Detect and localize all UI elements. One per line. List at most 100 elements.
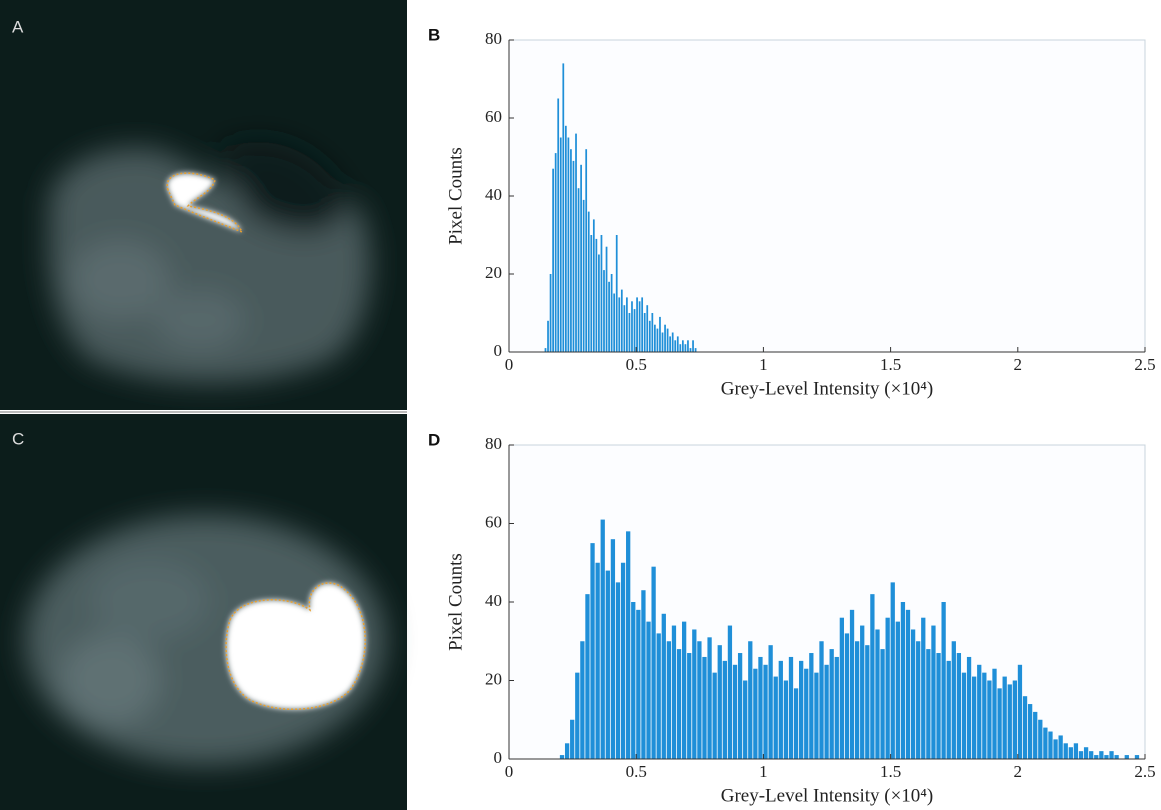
bar <box>666 641 672 759</box>
bar <box>610 539 616 759</box>
bar <box>931 625 936 759</box>
bar <box>763 664 768 759</box>
bar <box>997 688 1002 759</box>
bar <box>641 590 646 759</box>
bar <box>554 153 557 352</box>
bar <box>654 324 656 352</box>
bar <box>687 340 689 352</box>
bar <box>564 125 567 352</box>
bar <box>615 582 621 759</box>
bar <box>694 348 697 352</box>
y-axis-label: Pixel Counts <box>445 147 466 245</box>
bar <box>643 313 646 352</box>
bar <box>1022 696 1028 759</box>
bar <box>664 324 666 352</box>
bar <box>631 602 636 759</box>
bar <box>636 297 638 352</box>
x-tick-label: 1 <box>759 355 768 374</box>
bar <box>900 602 906 759</box>
bar <box>557 98 560 352</box>
bar <box>598 254 600 352</box>
histogram-panel: 0 0.5 1 1.5 2 2.5 0 20 40 60 80 Grey-Level Intensit… <box>428 430 1156 806</box>
bar <box>788 656 794 759</box>
bar <box>552 168 554 352</box>
image-label: A <box>12 17 24 36</box>
bar <box>564 743 570 759</box>
bar <box>577 188 580 352</box>
x-tick-label: 0.5 <box>626 762 647 781</box>
bar <box>679 344 682 352</box>
bar <box>956 653 962 759</box>
bar <box>1134 755 1140 759</box>
bar <box>651 566 656 759</box>
bar <box>590 543 595 759</box>
bar <box>773 676 778 759</box>
bar <box>592 219 595 352</box>
bar <box>926 649 931 759</box>
bar <box>559 755 565 759</box>
bar <box>707 637 712 759</box>
y-tick-label: 0 <box>494 748 503 767</box>
bar <box>661 613 666 759</box>
bar <box>595 238 598 352</box>
bar <box>620 562 626 759</box>
panel-label: B <box>428 25 440 44</box>
bar <box>580 641 585 759</box>
bar <box>1114 755 1119 759</box>
bar <box>567 137 570 352</box>
bar <box>951 641 956 759</box>
bar <box>659 316 661 352</box>
bar <box>854 641 860 759</box>
bar <box>600 519 605 759</box>
x-tick-label: 1 <box>759 762 768 781</box>
bar <box>697 641 702 759</box>
bar <box>671 332 674 352</box>
x-tick-label: 2.5 <box>1134 762 1155 781</box>
bar <box>610 274 613 352</box>
bar <box>1053 739 1058 759</box>
x-tick-label: 2.5 <box>1134 355 1155 374</box>
bar <box>819 641 824 759</box>
bar <box>692 340 694 352</box>
bar <box>1068 747 1073 759</box>
bar <box>595 562 600 759</box>
bar <box>646 305 649 352</box>
bar <box>717 645 722 759</box>
bar <box>623 305 626 352</box>
bar <box>921 617 926 759</box>
bar <box>890 582 895 759</box>
bar <box>905 609 911 759</box>
bar <box>615 235 618 352</box>
bar <box>972 676 977 759</box>
bar <box>620 289 623 352</box>
bar <box>875 629 880 759</box>
bar <box>605 570 610 759</box>
bar <box>669 336 672 352</box>
image-label: C <box>12 429 24 448</box>
bar <box>829 649 834 759</box>
bar <box>753 668 758 759</box>
bar <box>732 664 738 759</box>
bar <box>1124 755 1129 759</box>
bar <box>982 672 987 759</box>
bar <box>580 164 582 352</box>
bar <box>626 297 628 352</box>
bar <box>681 340 684 352</box>
bar <box>987 680 992 759</box>
bar <box>783 680 789 759</box>
x-axis-label: Grey-Level Intensity (×10⁴) <box>721 378 934 399</box>
bar <box>702 656 707 759</box>
y-tick-label: 80 <box>485 29 502 48</box>
bar <box>809 653 814 759</box>
bar <box>768 645 773 759</box>
y-tick-label: 20 <box>485 669 502 688</box>
x-tick-label: 0 <box>505 355 514 374</box>
bar <box>1063 743 1068 759</box>
bar <box>582 199 585 352</box>
histogram-panel: 0 0.5 1 1.5 2 2.5 0 20 40 60 80 Grey-Level Intensit… <box>428 25 1156 399</box>
bar <box>1083 747 1089 759</box>
y-tick-label: 0 <box>494 341 503 360</box>
image-a: A <box>0 0 407 410</box>
bar <box>737 653 743 759</box>
